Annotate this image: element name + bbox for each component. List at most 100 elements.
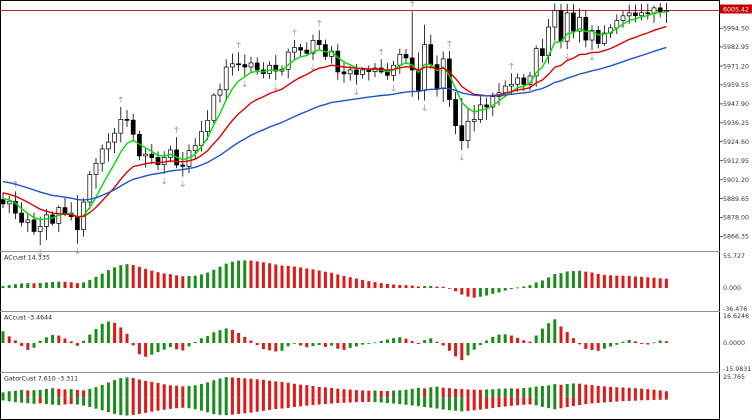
candle-body bbox=[298, 47, 303, 51]
gator-upper-bar bbox=[578, 383, 582, 398]
gator-upper-bar bbox=[646, 389, 650, 398]
gator-upper-bar bbox=[156, 383, 160, 398]
gator-lower-bar bbox=[385, 397, 389, 403]
gator-lower-bar bbox=[286, 397, 290, 408]
ac2-bar bbox=[435, 341, 439, 344]
ac2-bar bbox=[243, 336, 247, 344]
gator-lower-bar bbox=[441, 397, 445, 410]
ac1-bar bbox=[7, 285, 11, 289]
ac2-bar bbox=[323, 343, 327, 347]
candle-body bbox=[626, 12, 632, 17]
gator-lower-bar bbox=[472, 397, 476, 411]
ac1-bar bbox=[125, 264, 129, 289]
ac2-bar bbox=[106, 321, 110, 344]
gator-upper-bar bbox=[429, 387, 433, 398]
candle-body bbox=[254, 62, 260, 71]
gator-upper-bar bbox=[137, 379, 141, 398]
ac1-bar bbox=[317, 270, 321, 289]
candle-body bbox=[620, 15, 626, 21]
gator-upper-bar bbox=[596, 385, 600, 398]
gator-upper-bar bbox=[441, 387, 445, 398]
gator-lower-bar bbox=[373, 397, 377, 403]
candle-body bbox=[118, 118, 124, 134]
ac-indicator-pane-2 bbox=[1, 319, 668, 361]
ac1-bar bbox=[137, 266, 141, 289]
ac2-bar bbox=[516, 337, 520, 344]
gator-lower-bar bbox=[348, 397, 352, 403]
ac1-bar bbox=[584, 271, 588, 289]
gator-lower-bar bbox=[578, 397, 582, 406]
gator-lower-bar bbox=[596, 397, 600, 403]
gator-axis-label: 25.765 bbox=[723, 374, 745, 381]
ac1-bar bbox=[336, 274, 340, 289]
fractal-down-arrow bbox=[589, 54, 595, 61]
ac2-bar bbox=[472, 343, 476, 350]
gator-title: GatorCust 7.610 -3.311 bbox=[4, 376, 78, 383]
ac2-bar bbox=[441, 343, 445, 346]
candle-body bbox=[13, 200, 18, 214]
fractal-down-arrow bbox=[564, 53, 570, 60]
gator-upper-bar bbox=[57, 388, 61, 398]
ac1-bar bbox=[478, 288, 482, 297]
fractal-up-arrow bbox=[174, 126, 179, 134]
gator-upper-bar bbox=[38, 389, 42, 398]
ac2-bar bbox=[509, 335, 513, 344]
gator-upper-bar bbox=[7, 391, 11, 398]
gator-upper-bar bbox=[286, 382, 290, 398]
gator-upper-bar bbox=[1, 392, 5, 398]
ac2-bar bbox=[311, 343, 315, 347]
gator-lower-bar bbox=[69, 397, 73, 405]
gator-upper-bar bbox=[175, 385, 179, 398]
gator-lower-bar bbox=[156, 397, 160, 411]
ac1-bar bbox=[82, 282, 86, 289]
ac-indicator-pane bbox=[1, 260, 668, 298]
ac2-bar bbox=[305, 343, 309, 348]
gator-upper-bar bbox=[615, 387, 619, 398]
ac2-bar bbox=[553, 319, 557, 344]
ac1-bar bbox=[1, 286, 5, 289]
ac1-axis-label: 55.727 bbox=[723, 253, 745, 260]
gator-upper-bar bbox=[454, 388, 458, 398]
ac2-bar bbox=[69, 341, 73, 344]
ac1-bar bbox=[361, 279, 365, 289]
ac2-bar bbox=[615, 343, 619, 345]
ac2-bar bbox=[652, 342, 656, 344]
ac1-bar bbox=[609, 275, 613, 289]
candle-body bbox=[465, 120, 471, 141]
price-axis-label: 5959.55 bbox=[723, 82, 749, 89]
ac1-bar bbox=[237, 260, 241, 289]
ac1-bar bbox=[379, 283, 383, 289]
ac2-bar bbox=[571, 338, 575, 344]
gator-upper-bar bbox=[274, 381, 278, 398]
ac1-bar bbox=[429, 285, 433, 289]
ac2-bar bbox=[94, 329, 98, 344]
gator-lower-bar bbox=[553, 397, 557, 410]
ac2-bar bbox=[596, 343, 600, 351]
gator-lower-bar bbox=[615, 397, 619, 402]
gator-lower-bar bbox=[212, 397, 216, 415]
ac1-bar bbox=[193, 275, 197, 289]
candle-body bbox=[161, 157, 167, 166]
gator-upper-bar bbox=[20, 390, 24, 398]
candle-body bbox=[583, 16, 589, 41]
price-axis-label: 5947.90 bbox=[723, 101, 749, 108]
gator-lower-bar bbox=[491, 397, 495, 408]
ac1-bar bbox=[311, 269, 315, 289]
gator-upper-bar bbox=[385, 391, 389, 398]
gator-upper-bar bbox=[379, 390, 383, 398]
ac1-bar bbox=[20, 283, 24, 289]
gator-lower-bar bbox=[63, 397, 67, 405]
fractal-down-arrow bbox=[180, 180, 186, 188]
gator-lower-bar bbox=[249, 397, 253, 413]
ac1-bar bbox=[491, 288, 495, 294]
ac2-bar bbox=[584, 343, 588, 349]
ac1-bar bbox=[212, 269, 216, 289]
ac1-bar bbox=[553, 274, 557, 289]
gator-lower-bar bbox=[664, 397, 668, 400]
gator-upper-bar bbox=[305, 385, 309, 398]
ac1-bar bbox=[323, 271, 327, 289]
ac2-bar bbox=[398, 337, 402, 344]
ac2-bar bbox=[578, 343, 582, 345]
price-axis-label: 5901.20 bbox=[723, 177, 749, 184]
